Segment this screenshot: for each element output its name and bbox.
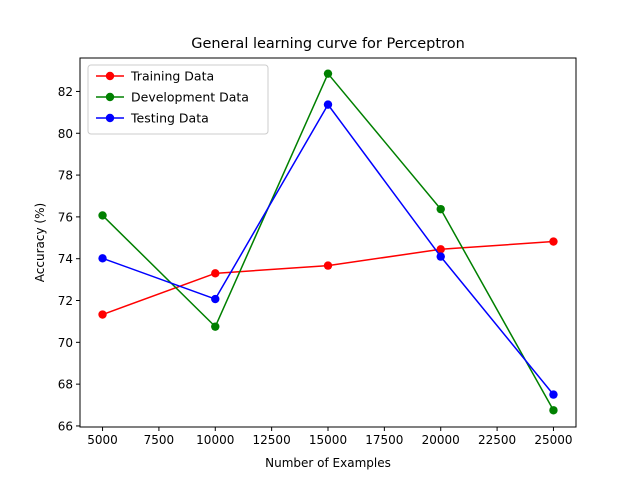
data-point [323,100,333,109]
x-tick-label: 7500 [144,433,175,447]
legend-entry: Development Data [96,90,249,105]
y-tick-label: 74 [58,252,73,266]
legend-marker [105,71,115,81]
data-point [549,237,558,246]
data-point [436,245,445,254]
data-point [549,406,558,415]
legend-entry: Testing Data [96,111,209,126]
data-point [98,310,107,319]
chart-title: General learning curve for Perceptron [191,36,465,52]
legend-marker [105,113,115,123]
data-point [211,322,220,331]
data-point [98,254,107,263]
data-point [549,390,558,399]
legend-label: Training Data [130,69,214,84]
data-point [436,204,445,214]
data-point [98,211,107,220]
y-tick-label: 70 [58,336,73,350]
x-tick-label: 25000 [534,433,572,447]
x-axis-label: Number of Examples [265,456,391,470]
data-point [211,294,220,304]
y-tick-label: 82 [58,85,73,99]
y-tick-label: 68 [58,378,73,392]
series-1 [98,237,558,319]
legend-entry: Training Data [96,69,214,84]
x-tick-label: 17500 [365,433,403,447]
plot-area [98,69,558,415]
legend-label: Development Data [131,90,249,105]
x-tick-label: 15000 [309,433,347,447]
legend: Training Data Development Data Testing Dat… [87,64,269,135]
x-tick-label: 10000 [196,433,234,447]
y-tick-label: 80 [58,127,73,141]
y-tick-label: 66 [58,419,73,433]
y-tick-label: 78 [58,169,73,183]
x-axis: 5000 7500 10000 12500 15000 17500 20000 22500 25… [87,427,573,447]
legend-label: Testing Data [130,111,209,126]
y-tick-label: 76 [58,210,73,224]
x-tick-label: 5000 [87,433,118,447]
data-point [436,252,445,261]
legend-marker [105,92,115,102]
x-tick-label: 20000 [422,433,460,447]
y-tick-label: 72 [58,294,73,308]
y-axis-label: Accuracy (%) [33,203,47,282]
data-point [211,269,220,278]
y-axis: 66 68 70 72 74 76 78 80 82 [58,85,80,433]
legend-box [87,64,269,135]
data-point [323,261,333,270]
series-2 [98,69,558,415]
series-3 [98,100,558,399]
x-tick-label: 22500 [478,433,516,447]
data-point [323,69,333,78]
x-tick-label: 12500 [253,433,291,447]
